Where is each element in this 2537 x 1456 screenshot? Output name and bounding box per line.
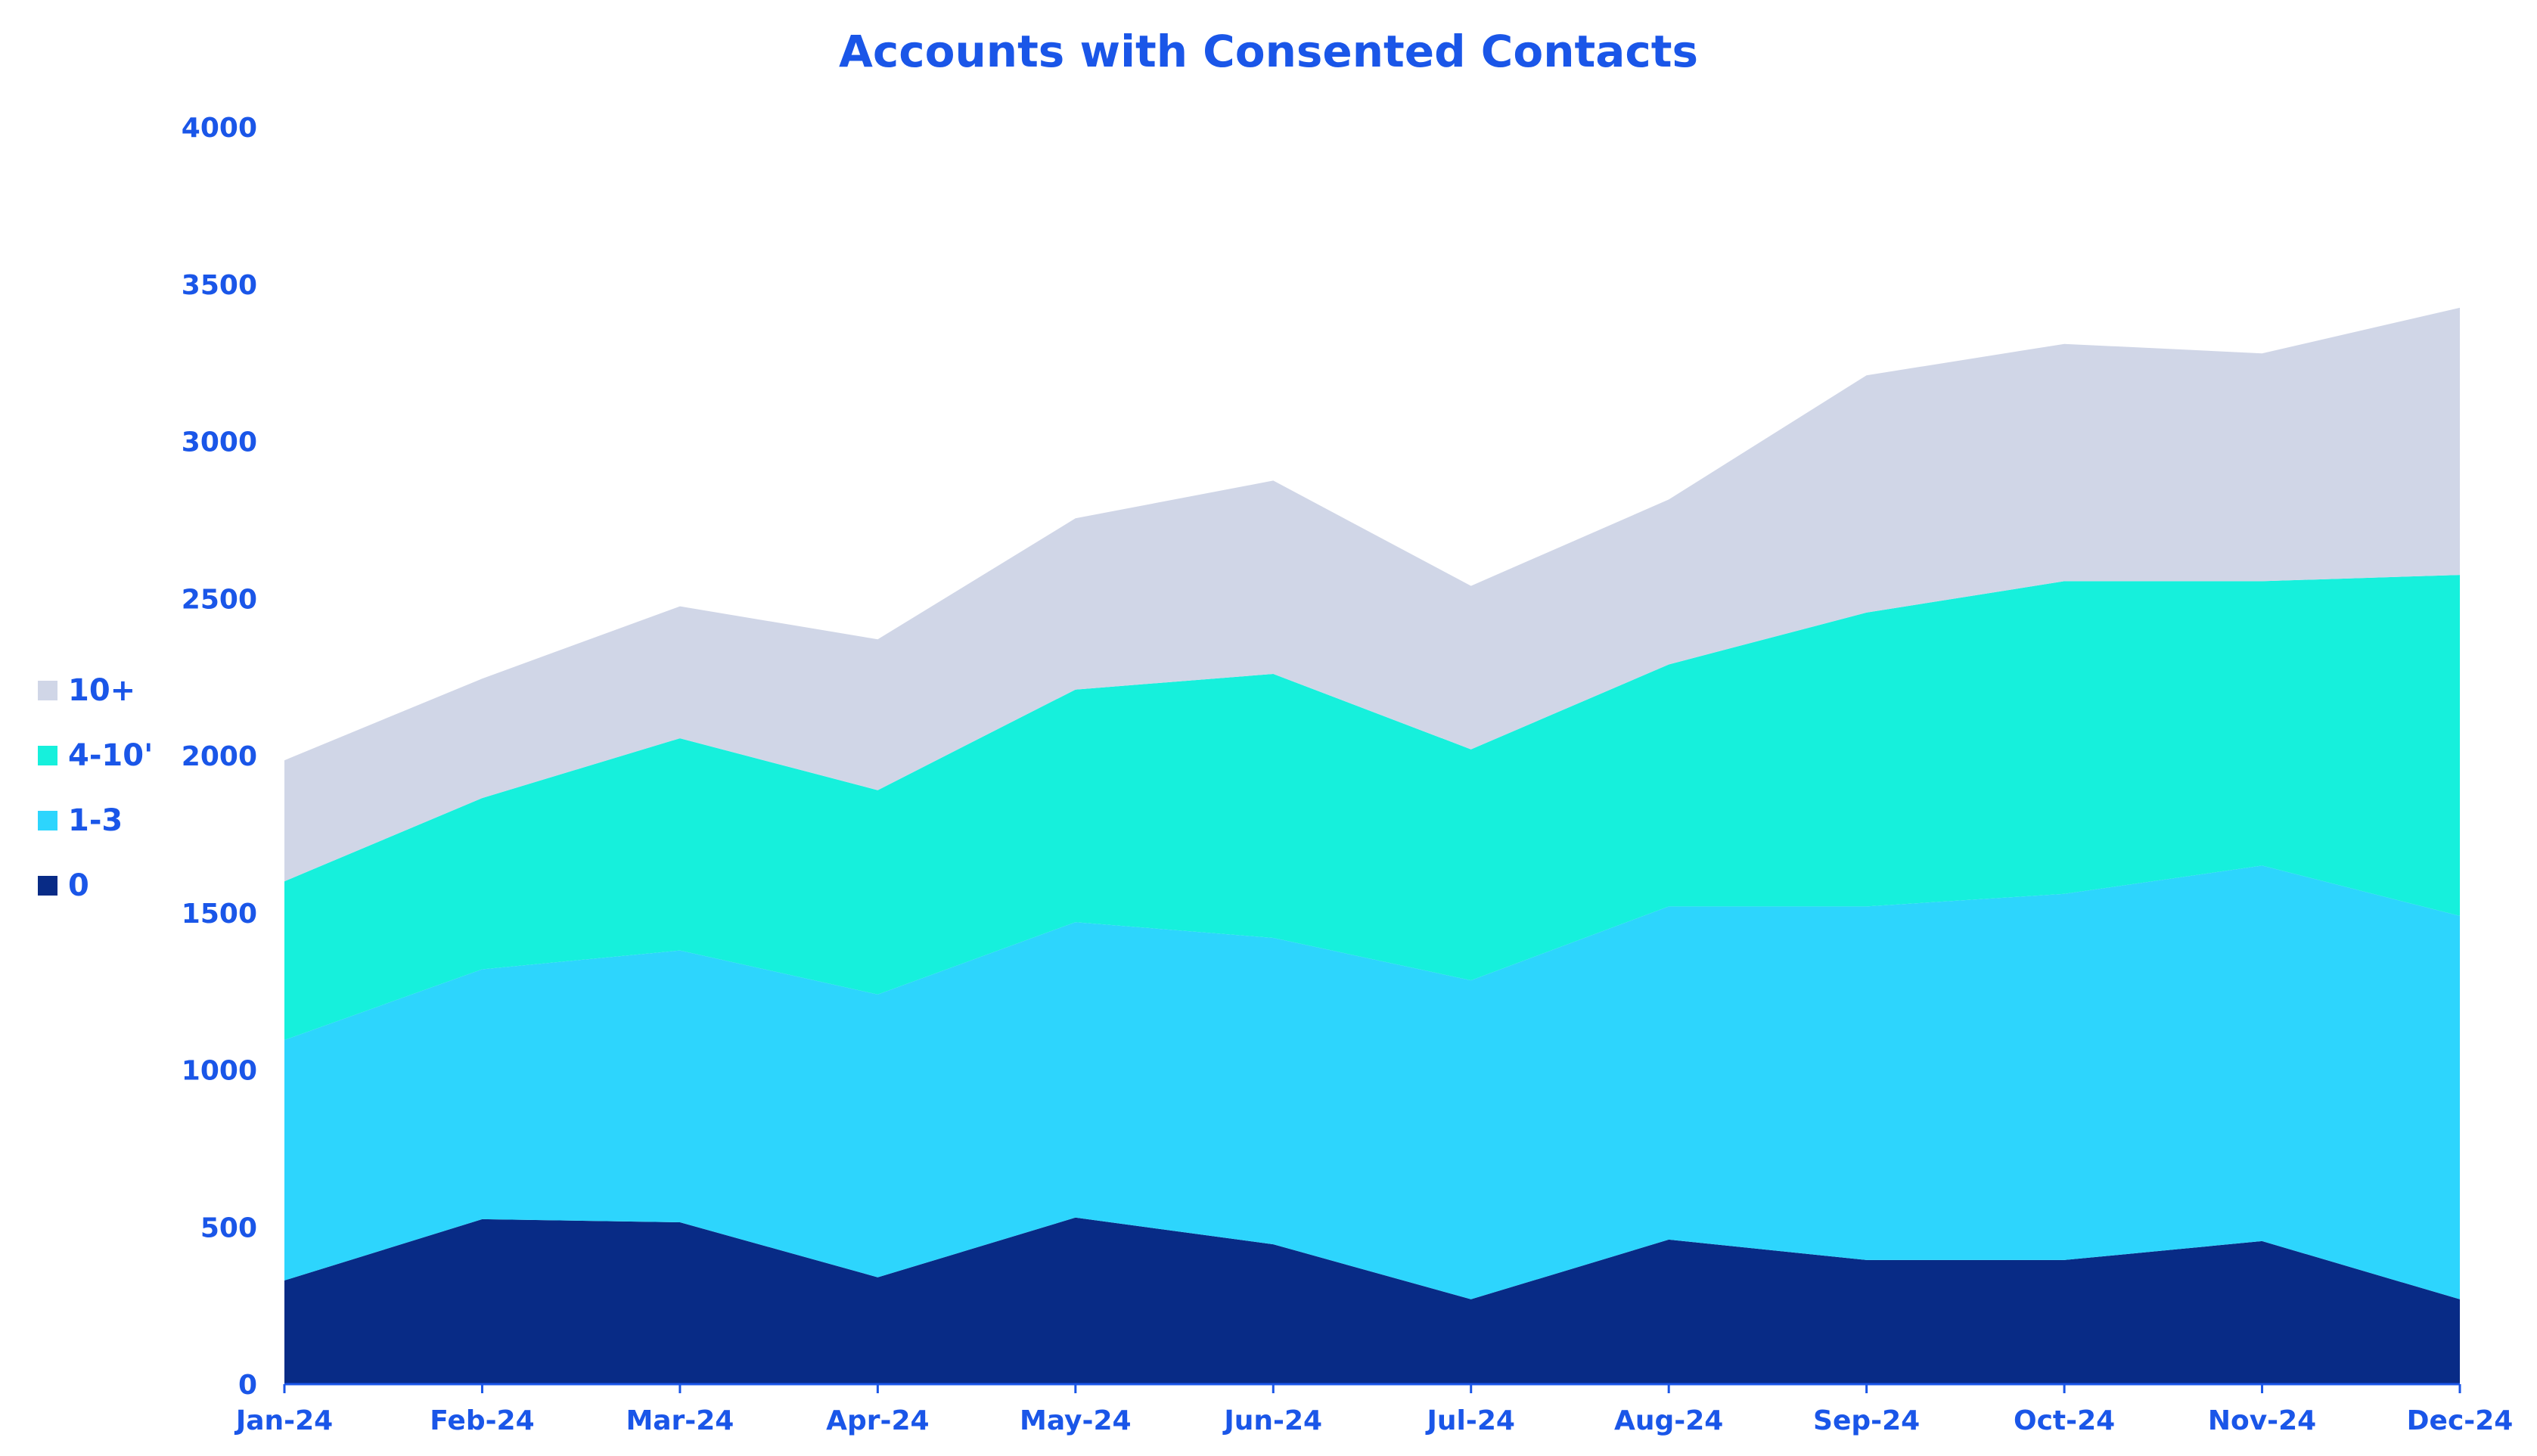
- x-tick-label: May-24: [1020, 1405, 1132, 1436]
- y-tick-label: 3000: [182, 427, 257, 458]
- legend-swatch: [38, 746, 57, 765]
- chart-title: Accounts with Consented Contacts: [838, 26, 1698, 77]
- x-tick-label: Jan-24: [234, 1405, 333, 1436]
- legend-label: 1-3: [68, 803, 123, 838]
- x-tick-label: Apr-24: [826, 1405, 929, 1436]
- x-tick-label: Jun-24: [1222, 1405, 1322, 1436]
- area-layers: [284, 307, 2460, 1384]
- legend-label: 4-10': [68, 738, 154, 773]
- y-tick-label: 0: [238, 1370, 257, 1401]
- y-tick-label: 4000: [182, 113, 257, 144]
- area-series-2: [284, 575, 2460, 1040]
- y-tick-label: 1000: [182, 1056, 257, 1087]
- legend-item: 4-10': [38, 723, 153, 788]
- area-series-3: [284, 307, 2460, 882]
- x-tick-label: Nov-24: [2208, 1405, 2316, 1436]
- x-tick-label: Oct-24: [2014, 1405, 2115, 1436]
- y-tick-label: 500: [200, 1212, 257, 1243]
- legend-item: 0: [38, 853, 153, 918]
- x-tick-label: Mar-24: [626, 1405, 734, 1436]
- legend-label: 10+: [68, 673, 136, 708]
- area-series-1: [284, 865, 2460, 1299]
- legend-item: 10+: [38, 658, 153, 723]
- legend-swatch: [38, 876, 57, 896]
- x-tick-label: Aug-24: [1614, 1405, 1723, 1436]
- y-tick-label: 2500: [182, 584, 257, 615]
- y-tick-label: 3500: [182, 270, 257, 301]
- legend-swatch: [38, 811, 57, 830]
- legend-item: 1-3: [38, 788, 153, 853]
- y-tick-label: 2000: [182, 741, 257, 772]
- legend: 10+ 4-10' 1-3 0: [38, 658, 153, 918]
- x-tick-label: Sep-24: [1813, 1405, 1920, 1436]
- x-tick-label: Dec-24: [2407, 1405, 2514, 1436]
- x-tick-label: Jul-24: [1425, 1405, 1515, 1436]
- axes: Jan-24 Feb-24 Mar-24 Apr-24 May-24 Jun-24 Jul-…: [182, 113, 2514, 1436]
- legend-label: 0: [68, 868, 89, 903]
- area-series-0: [284, 1217, 2460, 1384]
- y-tick-label: 1500: [182, 899, 257, 930]
- legend-swatch: [38, 681, 57, 700]
- x-tick-label: Feb-24: [430, 1405, 534, 1436]
